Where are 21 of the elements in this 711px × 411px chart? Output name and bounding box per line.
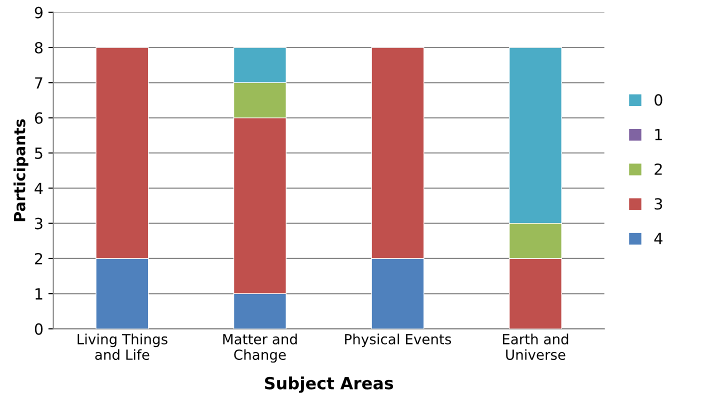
- y-axis-title: Participants: [14, 119, 28, 222]
- legend-label: 0: [654, 94, 662, 106]
- x-axis-title: Subject Areas: [265, 376, 394, 393]
- x-tick-label: Physical Events: [345, 334, 452, 348]
- x-tick-label: Earth and Universe: [502, 334, 568, 360]
- y-tick-label: 2: [35, 252, 42, 264]
- y-tick-label: 3: [35, 218, 42, 230]
- x-tick-label: Living Things and Life: [78, 334, 168, 360]
- y-tick-label: 7: [35, 77, 42, 88]
- y-tick-label: 1: [36, 288, 42, 300]
- legend-label: 1: [655, 128, 662, 140]
- x-tick-label: Matter and Change: [223, 334, 297, 363]
- y-tick-label: 0: [34, 323, 43, 335]
- y-tick-label: 8: [34, 42, 43, 54]
- y-tick-label: 5: [35, 148, 42, 160]
- y-tick-label: 6: [34, 112, 43, 124]
- y-tick-label: 4: [34, 182, 43, 194]
- legend-label: 2: [654, 163, 662, 175]
- legend-label: 4: [654, 232, 662, 244]
- y-tick-label: 9: [34, 6, 43, 18]
- legend-label: 3: [654, 198, 662, 210]
